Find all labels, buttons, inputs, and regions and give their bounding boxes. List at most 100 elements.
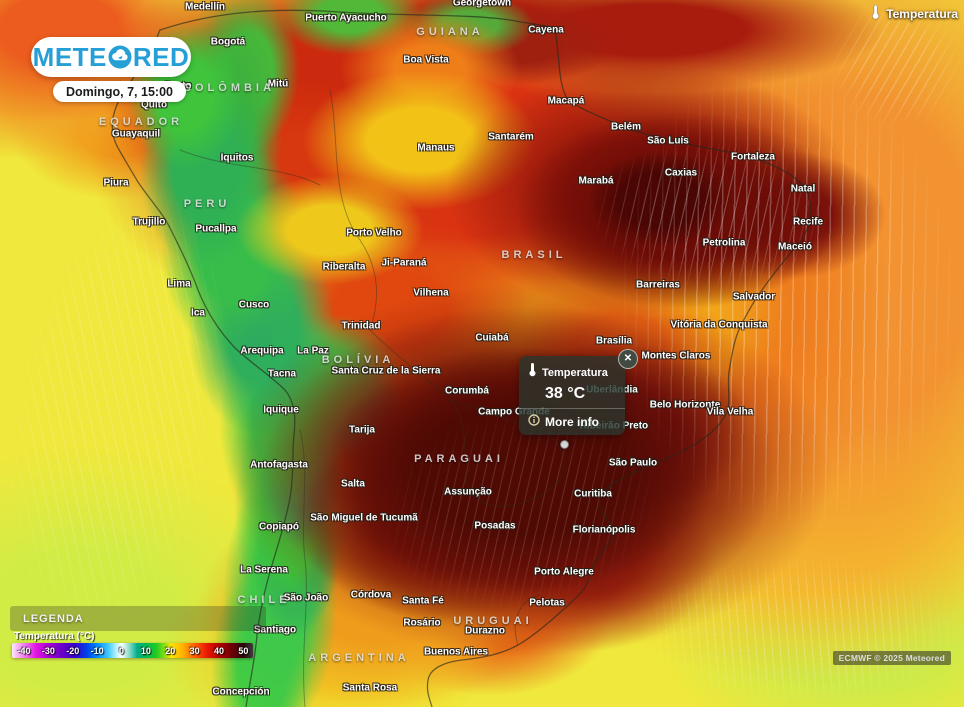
city-label: Concepción [212, 686, 270, 698]
legend-title: LEGENDA [23, 612, 84, 625]
city-label: Brasília [595, 335, 633, 347]
city-label: Cayena [528, 24, 564, 36]
city-label: Montes Claros [641, 350, 711, 362]
datetime-label: Domingo, 7, 15:00 [66, 84, 173, 99]
city-label: Vila Velha [706, 406, 754, 418]
city-label: Rosário [403, 617, 441, 629]
logo-text: METE RED [33, 44, 190, 70]
city-label: Pelotas [529, 597, 565, 609]
city-label: Posadas [474, 520, 516, 532]
city-label: Córdova [350, 589, 392, 601]
layer-control[interactable]: Temperatura [871, 4, 958, 23]
thermometer-icon [871, 4, 880, 23]
city-label: Guayaquil [111, 128, 161, 140]
city-label: Santa Fé [402, 595, 444, 607]
city-label: Recife [792, 216, 824, 228]
layer-control-label: Temperatura [886, 7, 958, 21]
city-label: La Paz [297, 345, 329, 357]
country-label: CHILE [237, 594, 291, 606]
city-label: Cusco [238, 299, 270, 311]
city-label: Trujillo [132, 216, 166, 228]
city-label: Florianópolis [572, 524, 636, 536]
meteored-cloud-icon [108, 45, 132, 69]
city-label: Porto Alegre [534, 566, 594, 578]
logo-text-left: METE [32, 42, 107, 72]
more-info-button[interactable]: More info [528, 414, 616, 429]
city-label: São João [283, 592, 329, 604]
city-label: Marabá [578, 175, 614, 187]
city-label: Santa Cruz de la Sierra [331, 365, 441, 377]
city-label: Ica [191, 307, 205, 319]
legend-tick: 0 [118, 645, 125, 656]
country-label: EQUADOR [98, 116, 184, 128]
legend-tick: 10 [140, 645, 151, 656]
legend-panel: LEGENDA [10, 606, 266, 631]
city-label: Buenos Aires [423, 646, 489, 658]
tooltip-close-button[interactable]: ✕ [618, 349, 638, 369]
city-label: Natal [790, 183, 816, 195]
city-label: São Paulo [608, 457, 658, 469]
city-label: Trinidad [341, 320, 381, 332]
city-label: Porto Velho [346, 227, 402, 239]
more-info-label: More info [545, 414, 599, 429]
country-label: URUGUAI [453, 615, 533, 627]
city-label: Puerto Ayacucho [305, 12, 387, 24]
country-label: PARAGUAI [414, 453, 504, 465]
datetime-pill[interactable]: Domingo, 7, 15:00 [53, 81, 186, 102]
country-label: COLÔMBIA [183, 82, 275, 94]
city-label: Durazno [465, 625, 505, 637]
legend-tick: 50 [238, 645, 249, 656]
city-label: São Miguel de Tucumã [310, 512, 418, 524]
city-label: Tarija [349, 424, 375, 436]
city-label: Curitiba [574, 488, 612, 500]
city-label: Fortaleza [731, 151, 775, 163]
city-label: Santiago [253, 624, 297, 636]
city-label: Caxias [664, 167, 698, 179]
city-label: Maceió [778, 241, 812, 253]
city-label: Mitú [267, 78, 289, 90]
legend-tick: -20 [66, 645, 80, 656]
city-label: Corumbá [445, 385, 489, 397]
city-label: Pucallpa [195, 223, 237, 235]
tooltip-divider [519, 408, 625, 409]
country-label: ARGENTINA [308, 652, 410, 664]
city-label: Boa Vista [403, 54, 449, 66]
city-label: Manaus [417, 142, 455, 154]
city-label: Vilhena [413, 287, 449, 299]
city-label: Riberalta [322, 261, 366, 273]
city-label: Medellín [184, 1, 226, 13]
city-label: São Luís [647, 135, 689, 147]
map-marker [560, 440, 569, 449]
city-label: Campo Grande [478, 406, 550, 418]
city-label: Santarém [488, 131, 534, 143]
city-label: Copiapó [259, 521, 299, 533]
legend-tick: 40 [213, 645, 224, 656]
city-label: Santa Rosa [342, 682, 398, 694]
city-label: Cuiabá [475, 332, 509, 344]
meteored-logo[interactable]: METE RED [31, 37, 191, 77]
legend-color-scale: -40 -30 -20 -10 0 10 20 30 40 50 [12, 643, 253, 658]
city-label: Piura [103, 177, 129, 189]
city-label: Assunção [444, 486, 492, 498]
city-label: La Serena [240, 564, 288, 576]
city-label: Macapá [547, 95, 585, 107]
country-label: BOLÍVIA [321, 354, 395, 366]
attribution-text: ECMWF © 2025 Meteored [838, 653, 945, 663]
city-label: Iquitos [220, 152, 254, 164]
logo-text-right: RED [132, 42, 190, 72]
city-label: Arequipa [240, 345, 284, 357]
city-label: Belém [610, 121, 642, 133]
thermometer-icon [528, 363, 537, 382]
legend-tick: 20 [165, 645, 176, 656]
city-label: Georgetown [452, 0, 512, 9]
city-label: Ji-Paraná [381, 257, 427, 269]
city-label: Vitória da Conquista [670, 319, 768, 331]
city-label: Iquique [263, 404, 299, 416]
city-label: Salta [341, 478, 365, 490]
tooltip-value: 38 °C [545, 385, 586, 402]
attribution-badge: ECMWF © 2025 Meteored [832, 651, 951, 665]
